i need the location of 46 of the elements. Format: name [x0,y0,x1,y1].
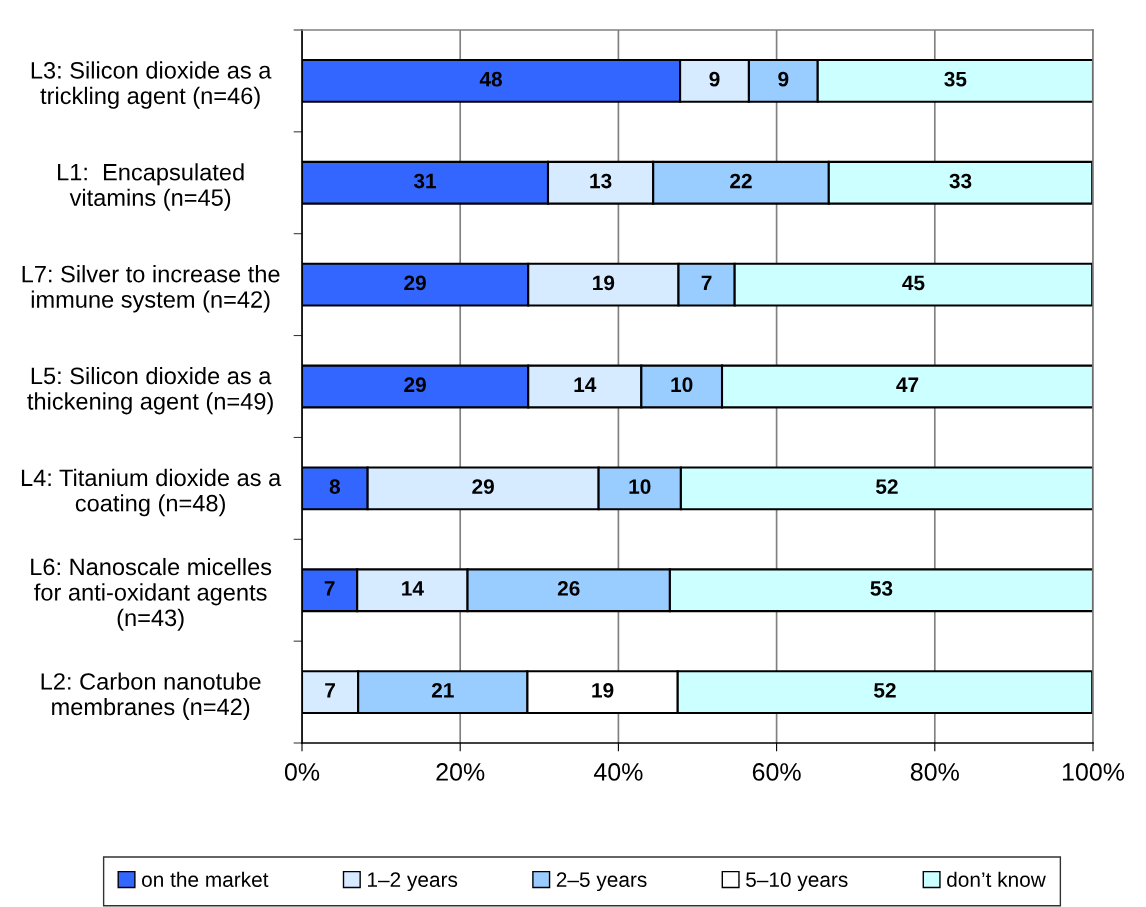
y-tick-label: L2: Carbon nanotube membranes (n=42) [41,672,261,720]
legend-label: on the market [142,871,269,887]
data-label: 19 [592,682,614,698]
data-label: 14 [574,377,597,392]
data-label: 13 [590,173,612,189]
data-label: 7 [325,683,335,698]
data-label: 10 [671,377,693,393]
data-label: 26 [557,581,580,596]
data-label: 9 [709,71,720,87]
data-label: 53 [870,581,893,596]
legend-label: 2–5 years [556,872,647,892]
y-tick-label: L6: Nanoscale micelles for anti-oxidant agents (n=43) [31,557,272,631]
legend-label: 1–2 years [368,872,458,892]
data-label: 33 [949,173,972,189]
data-label: 29 [404,275,426,291]
data-label: 47 [896,377,919,392]
data-label: 21 [431,682,454,698]
data-label: 19 [593,275,615,291]
x-tick-label: 60% [752,763,801,781]
data-label: 45 [902,275,925,291]
data-label: 52 [876,479,898,494]
x-tick-label: 40% [593,763,643,781]
data-label: 52 [874,682,896,698]
y-tick-label: L1: Encapsulated vitamins (n=45) [58,163,244,211]
x-tick-label: 80% [910,763,959,781]
data-label: 29 [404,377,426,393]
data-label: 7 [701,275,712,291]
data-label: 31 [413,173,437,189]
data-label: 7 [324,581,335,596]
x-tick-label: 100% [1062,763,1125,781]
legend-label: don’t know [947,871,1046,887]
data-label: 29 [472,479,494,494]
data-label: 48 [479,71,502,87]
y-tick-label: L5: Silicon dioxide as a thickening agent (n=49) [27,366,273,415]
x-tick-label: 20% [436,763,485,781]
x-tick-label: 0% [284,763,320,781]
y-tick-label: L7: Silver to increase the immune system (n=42) [22,265,280,313]
data-label: 35 [944,71,967,87]
data-label: 14 [402,581,424,596]
data-label: 9 [778,71,789,87]
y-tick-label: L3: Silicon dioxide as a trickling agent (n=46) [31,61,272,109]
data-label: 10 [629,479,651,494]
data-label: 8 [329,479,340,494]
data-label: 22 [730,173,752,189]
y-tick-label: L4: Titanium dioxide as a coating (n=48) [21,468,282,517]
legend-label: 5–10 years [746,872,848,892]
